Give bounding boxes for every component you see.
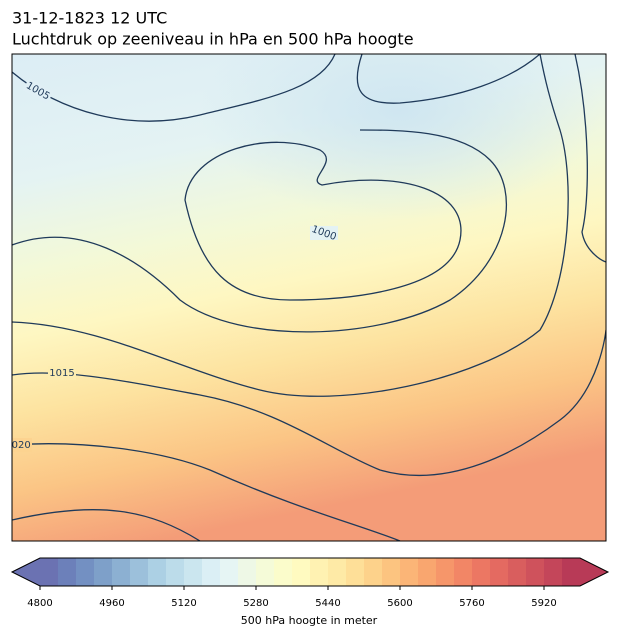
isobar <box>12 509 201 541</box>
isobar <box>356 54 541 104</box>
colorbar-band <box>166 558 185 586</box>
colorbar-tick-label: 4960 <box>99 598 124 609</box>
subtitle: Luchtdruk op zeeniveau in hPa en 500 hPa… <box>12 30 414 49</box>
colorbar-band <box>202 558 221 586</box>
isobar <box>12 54 569 397</box>
label-gap <box>48 366 76 380</box>
colorbar-band <box>472 558 491 586</box>
colorbar-label: 500 hPa hoogte in meter <box>241 614 378 627</box>
colorbar-band <box>148 558 167 586</box>
colorbar-band <box>274 558 293 586</box>
colorbar-tick-label: 5760 <box>459 598 484 609</box>
colorbar-band <box>310 558 329 586</box>
isobar <box>12 54 336 122</box>
colorbar-band <box>526 558 545 586</box>
isobar <box>12 443 401 541</box>
isobar-label: 1015 <box>49 368 74 379</box>
colorbar-tick-label: 5280 <box>243 598 268 609</box>
map-frame <box>11 53 607 542</box>
colorbar-band <box>184 558 203 586</box>
colorbar-tick-label: 5600 <box>387 598 412 609</box>
colorbar-band <box>220 558 239 586</box>
colorbar-band <box>292 558 311 586</box>
colorbar-tick-label: 5920 <box>531 598 556 609</box>
label-gap <box>22 77 54 105</box>
colorbar-tick-label: 5120 <box>171 598 196 609</box>
colorbar: 4800 4960 5120 5280 5440 5600 5760 5920 <box>10 557 610 609</box>
colorbar-tick-label: 5440 <box>315 598 340 609</box>
isobar <box>574 54 606 263</box>
colorbar-band <box>94 558 113 586</box>
title: 31-12-1823 12 UTC <box>12 9 167 28</box>
colorbar-tick-label: 4800 <box>27 598 52 609</box>
colorbar-band <box>256 558 275 586</box>
colorbar-extend-high <box>580 558 608 586</box>
colorbar-band <box>238 558 257 586</box>
isobar <box>12 129 508 333</box>
colorbar-band <box>562 558 581 586</box>
height-low <box>200 54 600 220</box>
colorbar-band <box>454 558 473 586</box>
isobar <box>12 329 606 477</box>
isobar-label: 1020 <box>5 440 30 451</box>
label-gap <box>12 438 32 452</box>
colorbar-band <box>508 558 527 586</box>
colorbar-band <box>328 558 347 586</box>
colorbar-band <box>346 558 365 586</box>
colorbar-band <box>364 558 383 586</box>
colorbar-band <box>40 558 59 586</box>
isobar <box>184 141 462 301</box>
colorbar-band <box>400 558 419 586</box>
colorbar-band <box>382 558 401 586</box>
label-gap <box>310 226 338 240</box>
colorbar-band <box>130 558 149 586</box>
colorbar-band <box>436 558 455 586</box>
colorbar-band <box>544 558 563 586</box>
map: 1005 1000 1015 1020 <box>5 54 606 541</box>
colorbar-band <box>418 558 437 586</box>
colorbar-extend-low <box>12 558 40 586</box>
colorbar-band <box>112 558 131 586</box>
colorbar-band <box>490 558 509 586</box>
colorbar-band <box>58 558 77 586</box>
colorbar-band <box>76 558 95 586</box>
